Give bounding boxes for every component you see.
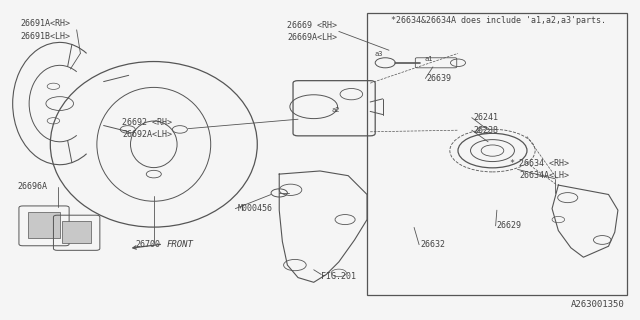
Text: 26238: 26238 <box>474 126 499 135</box>
Text: 26691A<RH>: 26691A<RH> <box>20 19 70 28</box>
Text: 26629: 26629 <box>497 221 522 230</box>
Text: FRONT: FRONT <box>167 240 194 249</box>
Text: 26669A<LH>: 26669A<LH> <box>287 33 337 42</box>
Text: A263001350: A263001350 <box>570 300 624 309</box>
Text: *26634&26634A does include 'a1,a2,a3'parts.: *26634&26634A does include 'a1,a2,a3'par… <box>391 16 606 25</box>
Text: a2: a2 <box>332 107 340 113</box>
Text: a1: a1 <box>424 56 433 62</box>
Text: 26691B<LH>: 26691B<LH> <box>20 32 70 41</box>
Text: 26700: 26700 <box>135 240 160 249</box>
Text: 26692A<LH>: 26692A<LH> <box>122 131 172 140</box>
Text: 26634A<LH>: 26634A<LH> <box>520 171 570 180</box>
Text: *: * <box>509 159 515 168</box>
Text: a3: a3 <box>374 51 383 57</box>
Bar <box>367 12 627 295</box>
Text: 26696A: 26696A <box>18 182 48 191</box>
Text: FIG.201: FIG.201 <box>321 272 356 281</box>
Bar <box>62 221 91 243</box>
Text: M000456: M000456 <box>237 204 272 213</box>
Text: 26632: 26632 <box>420 240 445 249</box>
Text: 26639: 26639 <box>427 74 452 83</box>
Text: 26669 <RH>: 26669 <RH> <box>287 21 337 30</box>
Bar <box>28 212 60 238</box>
Text: 26692 <RH>: 26692 <RH> <box>122 118 172 127</box>
Text: 26634 <RH>: 26634 <RH> <box>520 159 570 168</box>
Text: 26241: 26241 <box>474 113 499 122</box>
